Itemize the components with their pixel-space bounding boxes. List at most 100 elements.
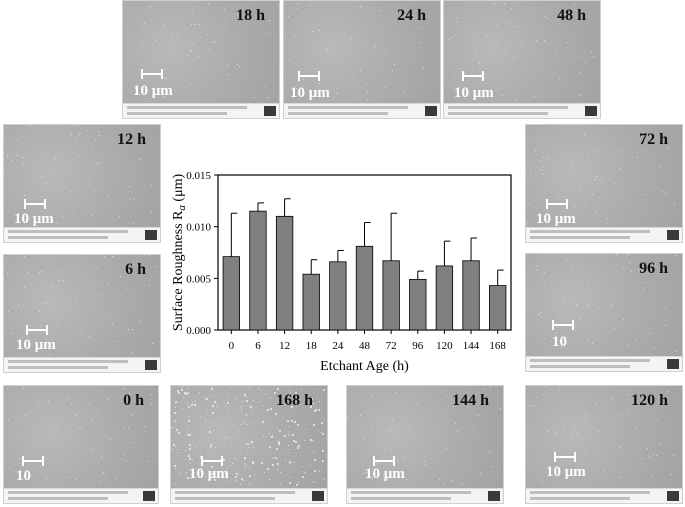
micrograph-label: 48 h — [557, 7, 586, 24]
micrograph-144h: 144 h 10 μm — [346, 385, 504, 504]
micrograph-info-bar — [4, 227, 160, 242]
bar — [462, 260, 480, 331]
micrograph-label: 0 h — [123, 392, 144, 409]
bar — [249, 210, 267, 331]
micrograph-18h: 18 h 10 μm — [122, 0, 280, 119]
micrograph-168h: 168 h 10 μm — [170, 385, 328, 504]
scale-bar — [546, 199, 568, 209]
micrograph-96h: 96 h 10 — [525, 253, 683, 372]
micrograph-image — [347, 386, 503, 489]
micrograph-label: 12 h — [117, 131, 146, 148]
micrograph-image — [4, 386, 158, 489]
micrograph-0h: 0 h 10 — [3, 385, 159, 504]
micrograph-image — [4, 125, 160, 228]
x-tick-label: 18 — [306, 340, 318, 352]
bar — [302, 273, 320, 331]
micrograph-info-bar — [526, 227, 682, 242]
x-tick-label: 96 — [412, 340, 424, 352]
y-tick-label: 0.010 — [186, 222, 211, 234]
micrograph-12h: 12 h 10 μm — [3, 124, 161, 243]
micrograph-info-bar — [444, 103, 600, 118]
x-tick-label: 24 — [332, 340, 344, 352]
scale-bar — [141, 69, 163, 79]
micrograph-info-bar — [526, 356, 682, 371]
scale-bar-label: 10 — [552, 334, 567, 350]
logo-icon — [667, 491, 679, 501]
scale-bar-label: 10 μm — [133, 83, 173, 99]
scale-bar — [22, 456, 44, 466]
logo-icon — [143, 491, 155, 501]
x-tick-label: 0 — [229, 340, 235, 352]
y-axis-label-subscript: a — [176, 205, 188, 211]
micrograph-72h: 72 h 10 μm — [525, 124, 683, 243]
y-axis-label-unit: (μm) — [171, 174, 186, 206]
micrograph-image — [444, 1, 600, 104]
scale-bar-label: 10 — [16, 468, 31, 484]
scale-bar — [462, 71, 484, 81]
bar — [409, 278, 427, 331]
bar — [355, 245, 374, 331]
bar — [489, 285, 507, 331]
scale-bar-label: 10 μm — [16, 337, 56, 353]
y-axis-label-main: Surface Roughness R — [171, 210, 186, 331]
micrograph-image — [171, 386, 327, 489]
micrograph-image — [526, 125, 682, 228]
logo-icon — [667, 230, 679, 240]
micrograph-image — [526, 386, 682, 489]
x-tick-label: 120 — [436, 340, 453, 352]
logo-icon — [312, 491, 324, 501]
scale-bar-label: 10 μm — [365, 466, 405, 482]
x-tick-label: 72 — [386, 340, 397, 352]
micrograph-image — [4, 255, 160, 358]
micrograph-label: 120 h — [631, 392, 668, 409]
bar — [329, 261, 347, 331]
x-tick-label: 168 — [489, 340, 506, 352]
bar — [435, 265, 454, 331]
scale-bar — [298, 71, 320, 81]
micrograph-image — [123, 1, 279, 104]
scale-bar-label: 10 μm — [189, 466, 229, 482]
micrograph-image — [284, 1, 440, 104]
y-axis-label: Surface Roughness Ra (μm) — [171, 174, 188, 332]
roughness-bar-chart: 0.000 0.005 0.010 0.015 0 6 12 18 24 48 72 96 120 144… — [171, 170, 512, 374]
bar — [275, 215, 294, 331]
micrograph-120h: 120 h 10 μm — [525, 385, 683, 504]
x-axis-label: Etchant Age (h) — [320, 359, 409, 374]
micrograph-info-bar — [284, 103, 440, 118]
micrograph-info-bar — [171, 488, 327, 503]
x-tick-label: 12 — [279, 340, 290, 352]
logo-icon — [585, 106, 597, 116]
micrograph-label: 6 h — [125, 261, 146, 278]
micrograph-label: 18 h — [236, 7, 265, 24]
micrograph-label: 24 h — [397, 7, 426, 24]
logo-icon — [264, 106, 276, 116]
scale-bar — [24, 199, 46, 209]
micrograph-info-bar — [526, 488, 682, 503]
scale-bar-label: 10 μm — [454, 85, 494, 101]
micrograph-info-bar — [347, 488, 503, 503]
micrograph-label: 96 h — [639, 260, 668, 277]
logo-icon — [425, 106, 437, 116]
scale-bar — [373, 456, 395, 466]
scale-bar-label: 10 μm — [546, 464, 586, 480]
micrograph-label: 144 h — [452, 392, 489, 409]
logo-icon — [488, 491, 500, 501]
scale-bar-label: 10 μm — [536, 211, 576, 227]
micrograph-label: 168 h — [276, 392, 313, 409]
micrograph-6h: 6 h 10 μm — [3, 254, 161, 373]
bar — [222, 256, 240, 331]
logo-icon — [667, 359, 679, 369]
x-tick-label: 6 — [255, 340, 261, 352]
logo-icon — [145, 230, 157, 240]
scale-bar — [554, 452, 576, 462]
micrograph-info-bar — [4, 488, 158, 503]
y-tick-label: 0.000 — [186, 325, 211, 337]
x-tick-label: 48 — [359, 340, 371, 352]
y-tick-label: 0.015 — [186, 170, 211, 182]
micrograph-image — [526, 254, 682, 357]
x-tick-label: 144 — [463, 340, 480, 352]
micrograph-48h: 48 h 10 μm — [443, 0, 601, 119]
scale-bar — [26, 325, 48, 335]
micrograph-info-bar — [4, 357, 160, 372]
y-tick-label: 0.005 — [186, 273, 211, 285]
